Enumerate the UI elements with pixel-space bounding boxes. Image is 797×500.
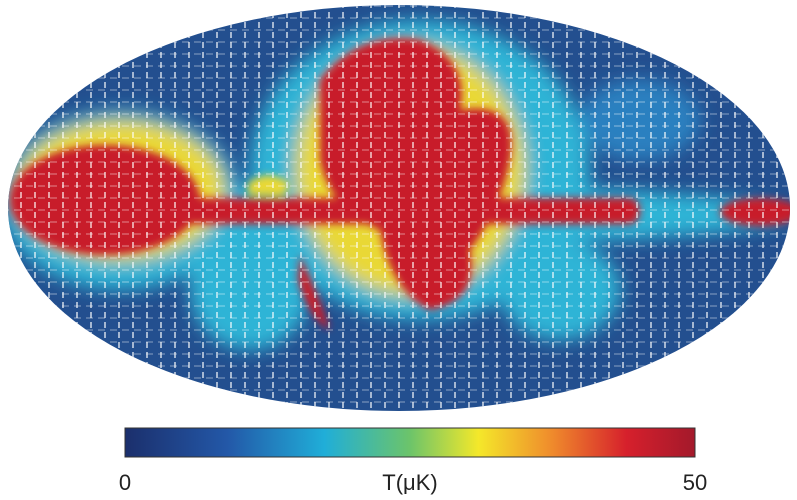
colorbar xyxy=(124,427,696,458)
sky-map xyxy=(8,5,790,411)
colorbar-label: T(μK) xyxy=(382,470,437,495)
colorbar-tick-label: 0 xyxy=(119,470,131,495)
colorbar-labels: 0 50 xyxy=(119,470,707,495)
colorbar-tick-label: 50 xyxy=(683,470,707,495)
